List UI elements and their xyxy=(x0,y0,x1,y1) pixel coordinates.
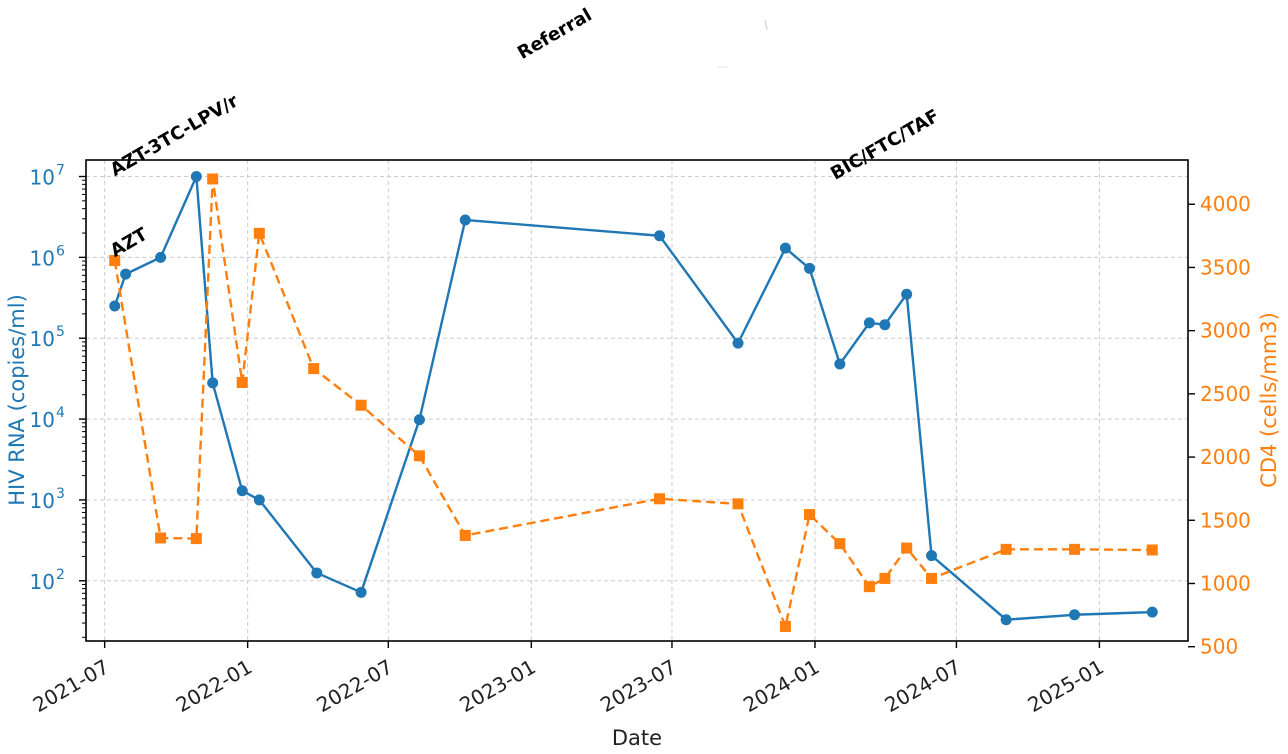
hiv-rna-point xyxy=(732,337,744,349)
hiv-rna-point xyxy=(863,317,875,329)
cd4-point xyxy=(804,509,816,521)
hiv-rna-point xyxy=(413,414,425,426)
cd4-point xyxy=(253,227,265,239)
cd4-point xyxy=(155,532,167,544)
cd4-point xyxy=(207,173,219,185)
hiv-rna-point xyxy=(1069,609,1081,621)
hiv-rna-point xyxy=(190,171,202,183)
cd4-point xyxy=(109,254,121,266)
cd4-point xyxy=(863,581,875,593)
cd4-point xyxy=(308,363,320,375)
cd4-point xyxy=(355,399,367,411)
cd4-point xyxy=(926,572,938,584)
left-y-axis-title: HIV RNA (copies/ml) xyxy=(5,294,29,506)
annotations: AZTAZT-3TC-LPV/rTDF/FTC-DTG-LPV/rReferra… xyxy=(107,5,943,262)
cd4-point xyxy=(901,542,913,554)
left-y-tick-exponent: 3 xyxy=(56,486,65,502)
hiv-rna-point xyxy=(207,377,219,389)
cd4-point xyxy=(732,498,744,510)
cd4-point xyxy=(190,533,202,545)
x-tick-label: 2024-01 xyxy=(739,655,823,718)
hiv-rna-point xyxy=(879,319,891,331)
hiv-rna-point xyxy=(654,230,666,242)
hiv-rna-point xyxy=(311,567,323,579)
annotation-label: AZT xyxy=(107,224,152,262)
series xyxy=(109,171,1158,632)
hiv-rna-point xyxy=(804,262,816,274)
left-y-tick-label: 10 xyxy=(30,489,55,513)
hiv-rna-point xyxy=(120,268,132,280)
cd4-point xyxy=(459,529,471,541)
hiv-rna-point xyxy=(109,300,121,312)
left-y-tick-exponent: 5 xyxy=(56,324,65,340)
x-axis-title: Date xyxy=(612,726,662,750)
cd4-line xyxy=(113,177,1153,628)
left-y-tick-exponent: 7 xyxy=(56,163,65,179)
hiv-rna-point xyxy=(236,485,248,497)
x-tick-label: 2025-01 xyxy=(1024,655,1108,718)
hiv-rna-point xyxy=(926,550,938,562)
left-y-tick-label: 10 xyxy=(30,246,55,270)
x-tick-label: 2023-01 xyxy=(455,655,539,718)
cd4-point xyxy=(1000,543,1012,555)
left-y-tick-label: 10 xyxy=(30,570,55,594)
plot-frame xyxy=(85,159,1189,642)
right-y-tick-label: 500 xyxy=(1200,635,1238,659)
right-y-tick-label: 3500 xyxy=(1200,255,1251,279)
x-tick-label: 2021-07 xyxy=(29,655,113,718)
right-y-tick-label: 2000 xyxy=(1200,445,1251,469)
cd4-point xyxy=(1069,543,1081,555)
left-y-tick-label: 10 xyxy=(30,408,55,432)
cd4-point xyxy=(834,538,846,550)
x-tick-label: 2024-07 xyxy=(881,655,965,718)
hiv-rna-point xyxy=(779,242,791,254)
faint-mark xyxy=(764,19,768,31)
annotation-label: Referral xyxy=(514,5,596,64)
hiv-rna-point xyxy=(253,494,265,506)
cd4-point xyxy=(413,450,425,462)
cd4-point xyxy=(236,376,248,388)
cd4-point xyxy=(1146,544,1158,556)
annotation-label: AZT-3TC-LPV/r xyxy=(107,91,242,181)
right-y-axis-title: CD4 (cells/mm3) xyxy=(1257,312,1281,488)
right-y-tick-label: 1000 xyxy=(1200,571,1251,595)
right-y-tick-label: 1500 xyxy=(1200,508,1251,532)
right-y-tick-label: 3000 xyxy=(1200,319,1251,343)
x-axis: 2021-07 2022-01 2022-07 2023-01 2023-07 2024-… xyxy=(29,641,1108,717)
right-y-tick-label: 4000 xyxy=(1200,192,1251,216)
cd4-point xyxy=(654,493,666,505)
gridlines xyxy=(86,160,1188,641)
hiv-rna-point xyxy=(1146,606,1158,618)
left-y-tick-exponent: 4 xyxy=(56,405,65,421)
hiv-rna-point xyxy=(355,586,367,598)
left-y-tick-label: 10 xyxy=(30,327,55,351)
x-tick-label: 2022-01 xyxy=(172,655,256,718)
right-y-tick-label: 2500 xyxy=(1200,382,1251,406)
left-y-tick-label: 10 xyxy=(30,166,55,190)
hiv-rna-point xyxy=(155,251,167,263)
cd4-point xyxy=(779,620,791,632)
x-tick-label: 2022-07 xyxy=(312,655,396,718)
hiv-rna-point xyxy=(834,358,846,370)
x-tick-label: 2023-07 xyxy=(596,655,680,718)
hiv-rna-point xyxy=(459,214,471,226)
hiv-rna-point xyxy=(901,288,913,300)
left-y-tick-exponent: 2 xyxy=(56,567,65,583)
cd4-point xyxy=(879,572,891,584)
right-y-axis: 500 1000 1500 2000 2500 3000 3500 4000 xyxy=(1188,192,1251,659)
left-y-tick-exponent: 6 xyxy=(56,243,65,259)
annotation-label: BIC/FTC/TAF xyxy=(827,106,943,185)
hiv-rna-point xyxy=(1000,614,1012,626)
